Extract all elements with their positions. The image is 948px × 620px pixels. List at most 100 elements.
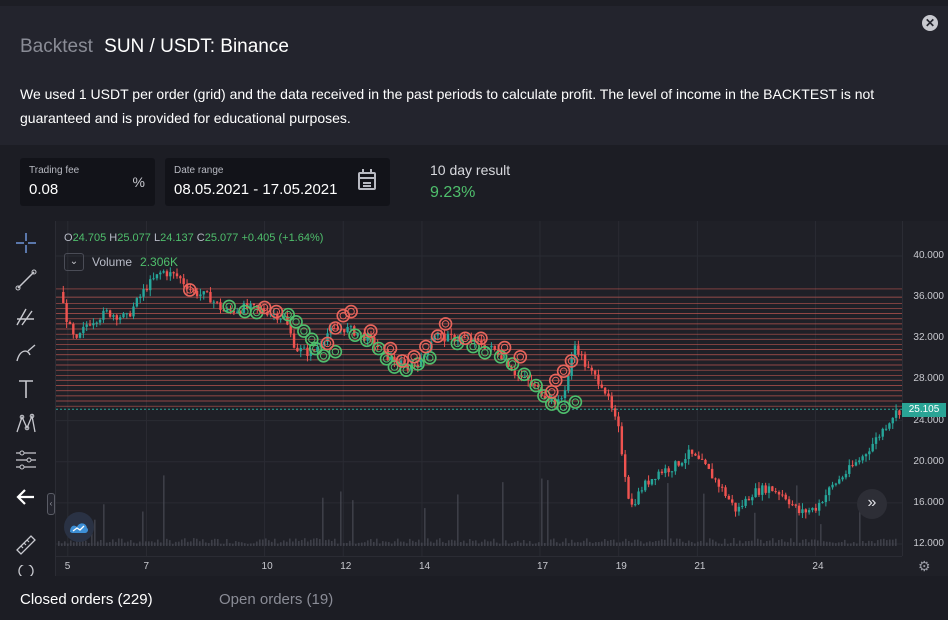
sell-order-marker — [407, 350, 421, 364]
candle-body — [413, 364, 416, 366]
volume-bar — [157, 539, 159, 546]
price-axis[interactable]: 40.000 36.000 32.000 28.000 24.000 20.000 16.0… — [902, 221, 948, 556]
volume-bar — [631, 542, 633, 546]
volume-bar — [505, 540, 507, 546]
volume-bar — [649, 541, 651, 546]
volume-bar — [580, 542, 582, 546]
candle-body — [212, 301, 215, 303]
volume-bar — [613, 539, 615, 546]
volume-bar — [379, 543, 381, 546]
candle-body — [118, 317, 122, 320]
buy-order-marker — [297, 324, 311, 338]
candle-body — [664, 468, 667, 474]
scroll-to-realtime-button[interactable]: » — [857, 489, 887, 519]
candle-body — [496, 349, 500, 356]
chevron-down-icon[interactable]: ⌄ — [64, 253, 84, 271]
tab-closed-orders[interactable]: Closed orders (229) — [20, 591, 153, 608]
candle-body — [607, 393, 610, 397]
candle-body — [861, 456, 864, 461]
volume-bar — [877, 540, 879, 546]
volume-bar — [385, 541, 387, 546]
toolbar-collapse-handle[interactable]: ‹ — [47, 493, 55, 515]
date-range-field[interactable]: Date range 08.05.2021 - 17.05.2021 — [165, 158, 390, 206]
sell-order-marker — [438, 317, 453, 331]
magnet-icon[interactable] — [12, 565, 40, 576]
sell-order-marker-inner — [367, 327, 375, 335]
tab-open-orders[interactable]: Open orders (19) — [219, 591, 334, 608]
candle-body — [152, 278, 155, 280]
x-tick-label: 19 — [615, 561, 627, 572]
buy-order-marker-inner — [390, 363, 399, 371]
top-edge — [0, 0, 948, 6]
volume-bar — [205, 542, 207, 546]
candle-body — [252, 303, 256, 305]
volume-bar — [742, 543, 744, 546]
percent-suffix: % — [132, 174, 145, 190]
volume-bar — [322, 497, 324, 546]
result-value: 9.23% — [430, 184, 476, 201]
volume-bar — [472, 540, 474, 546]
trading-fee-field[interactable]: Trading fee 0.08 % — [20, 158, 155, 206]
volume-bar — [169, 540, 171, 546]
volume-bar — [196, 538, 198, 546]
candle-body — [817, 502, 821, 511]
volume-bar — [376, 538, 378, 546]
gear-icon[interactable]: ⚙ — [918, 558, 931, 574]
candle-body — [734, 502, 737, 512]
candle-body — [580, 354, 583, 356]
candle-body — [139, 296, 142, 299]
trading-fee-value: 0.08 — [29, 181, 59, 198]
time-axis[interactable]: 5 7 10 12 14 17 19 21 24 — [56, 556, 902, 576]
volume-bar — [88, 542, 90, 546]
crosshair-icon[interactable] — [12, 229, 40, 257]
price-chart[interactable] — [56, 221, 902, 556]
trend-line-icon[interactable] — [12, 266, 40, 294]
candle-body — [363, 332, 366, 341]
candle-body — [640, 490, 644, 492]
volume-bar — [883, 538, 885, 546]
candle-body — [155, 274, 159, 279]
volume-bar — [139, 541, 141, 546]
prediction-icon[interactable] — [12, 446, 40, 474]
brush-icon[interactable] — [12, 339, 40, 367]
sell-order-marker-inner — [260, 303, 269, 312]
candle-body — [145, 289, 149, 291]
candle-body — [108, 310, 112, 317]
text-icon[interactable] — [12, 375, 40, 403]
candle-body — [710, 468, 714, 479]
candle-body — [85, 324, 88, 327]
candle-body — [714, 478, 717, 480]
ruler-icon[interactable] — [12, 531, 40, 559]
volume-bar — [679, 538, 681, 546]
candle-body — [433, 335, 436, 342]
candle-body — [811, 507, 814, 511]
candle-body — [376, 345, 379, 347]
volume-bar — [808, 542, 810, 546]
volume-bar — [847, 543, 849, 546]
tradingview-logo-icon[interactable] — [64, 512, 94, 542]
volume-bar — [397, 538, 399, 546]
close-icon[interactable]: ✕ — [922, 15, 938, 31]
pattern-icon[interactable] — [12, 410, 40, 438]
volume-bar — [253, 543, 255, 546]
sell-order-marker — [513, 350, 528, 364]
volume-bar — [868, 540, 870, 546]
back-arrow-icon[interactable] — [12, 483, 40, 511]
volume-bar — [244, 543, 246, 546]
volume-bar — [193, 538, 195, 546]
calendar-icon[interactable] — [358, 169, 376, 190]
buy-order-marker-inner — [241, 307, 249, 316]
open-label: O — [64, 232, 73, 244]
candle-body — [583, 354, 587, 367]
candle-body — [634, 504, 637, 506]
candle-body — [62, 292, 65, 304]
volume-bar — [388, 542, 390, 546]
candle-body — [754, 488, 757, 498]
buy-order-marker-inner — [481, 348, 489, 357]
candle-body — [205, 291, 209, 293]
volume-bar — [79, 541, 81, 546]
pitchfork-icon[interactable] — [12, 303, 40, 331]
volume-bar — [163, 475, 165, 546]
candle-body — [777, 492, 781, 495]
buy-order-marker-inner — [300, 327, 308, 335]
